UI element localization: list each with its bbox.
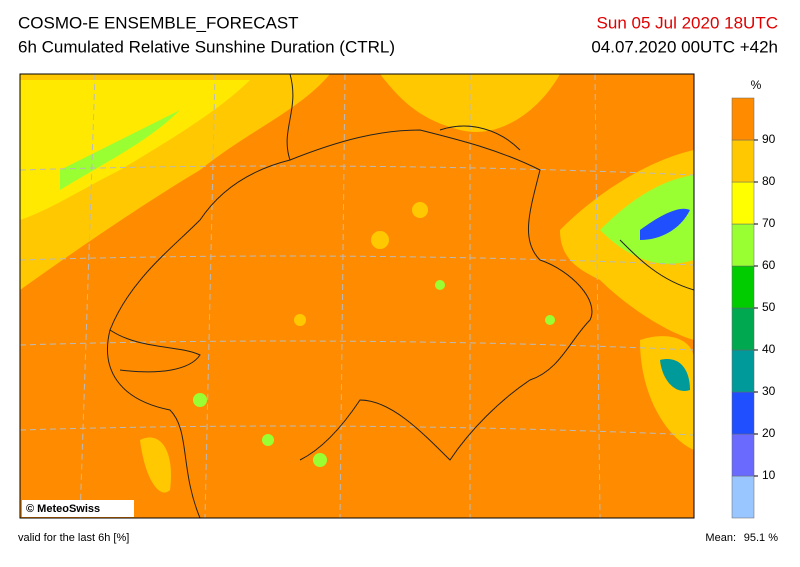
colorbar-bin	[731, 433, 755, 477]
mean-value: 95.1 %	[744, 532, 778, 544]
cloud-area	[380, 74, 560, 132]
colorbar-label: 70	[762, 216, 776, 230]
cloud-cell	[313, 453, 327, 467]
borders	[107, 74, 694, 518]
cloud-cell	[412, 202, 428, 218]
title: COSMO-E ENSEMBLE_FORECAST	[18, 13, 299, 32]
map: © MeteoSwiss	[19, 73, 695, 519]
mean-label: Mean:	[705, 532, 736, 544]
colorbar-label: 90	[762, 132, 776, 146]
colorbar-bin	[731, 181, 755, 225]
cloud-area	[600, 175, 694, 264]
credit: © MeteoSwiss	[26, 503, 100, 515]
colorbar-label: 60	[762, 258, 776, 272]
valid-time: Sun 05 Jul 2020 18UTC	[597, 13, 778, 32]
graticule	[20, 74, 694, 518]
credit-box	[22, 500, 134, 517]
subtitle: 6h Cumulated Relative Sunshine Duration …	[18, 37, 395, 56]
cloud-area	[660, 359, 690, 391]
colorbar: 10 20 30 40 50 60 70 80 90	[731, 97, 776, 519]
cloud-cell	[435, 280, 445, 290]
cloud-area	[640, 208, 690, 240]
colorbar-bin	[731, 97, 755, 141]
cloud-cell	[371, 231, 389, 249]
colorbar-bin	[731, 307, 755, 351]
map-frame	[19, 73, 695, 519]
legend-unit: %	[751, 78, 762, 92]
colorbar-label: 30	[762, 384, 776, 398]
colorbar-label: 20	[762, 426, 776, 440]
cloud-cell	[545, 315, 555, 325]
cloud-area	[140, 437, 171, 493]
cloud-cell	[262, 434, 274, 446]
footer-note: valid for the last 6h [%]	[18, 532, 129, 544]
colorbar-bin	[731, 139, 755, 183]
colorbar-label: 80	[762, 174, 776, 188]
colorbar-bin	[731, 475, 755, 519]
cloud-area	[60, 110, 180, 190]
colorbar-bin	[731, 223, 755, 267]
colorbar-label: 40	[762, 342, 776, 356]
cloud-cell	[294, 314, 306, 326]
run-time: 04.07.2020 00UTC +42h	[591, 37, 778, 56]
cloud-area	[20, 80, 250, 220]
colorbar-bin	[731, 265, 755, 309]
colorbar-label: 10	[762, 468, 776, 482]
colorbar-bin	[731, 349, 755, 393]
colorbar-bin	[731, 391, 755, 435]
colorbar-label: 50	[762, 300, 776, 314]
cloud-cell	[193, 393, 207, 407]
